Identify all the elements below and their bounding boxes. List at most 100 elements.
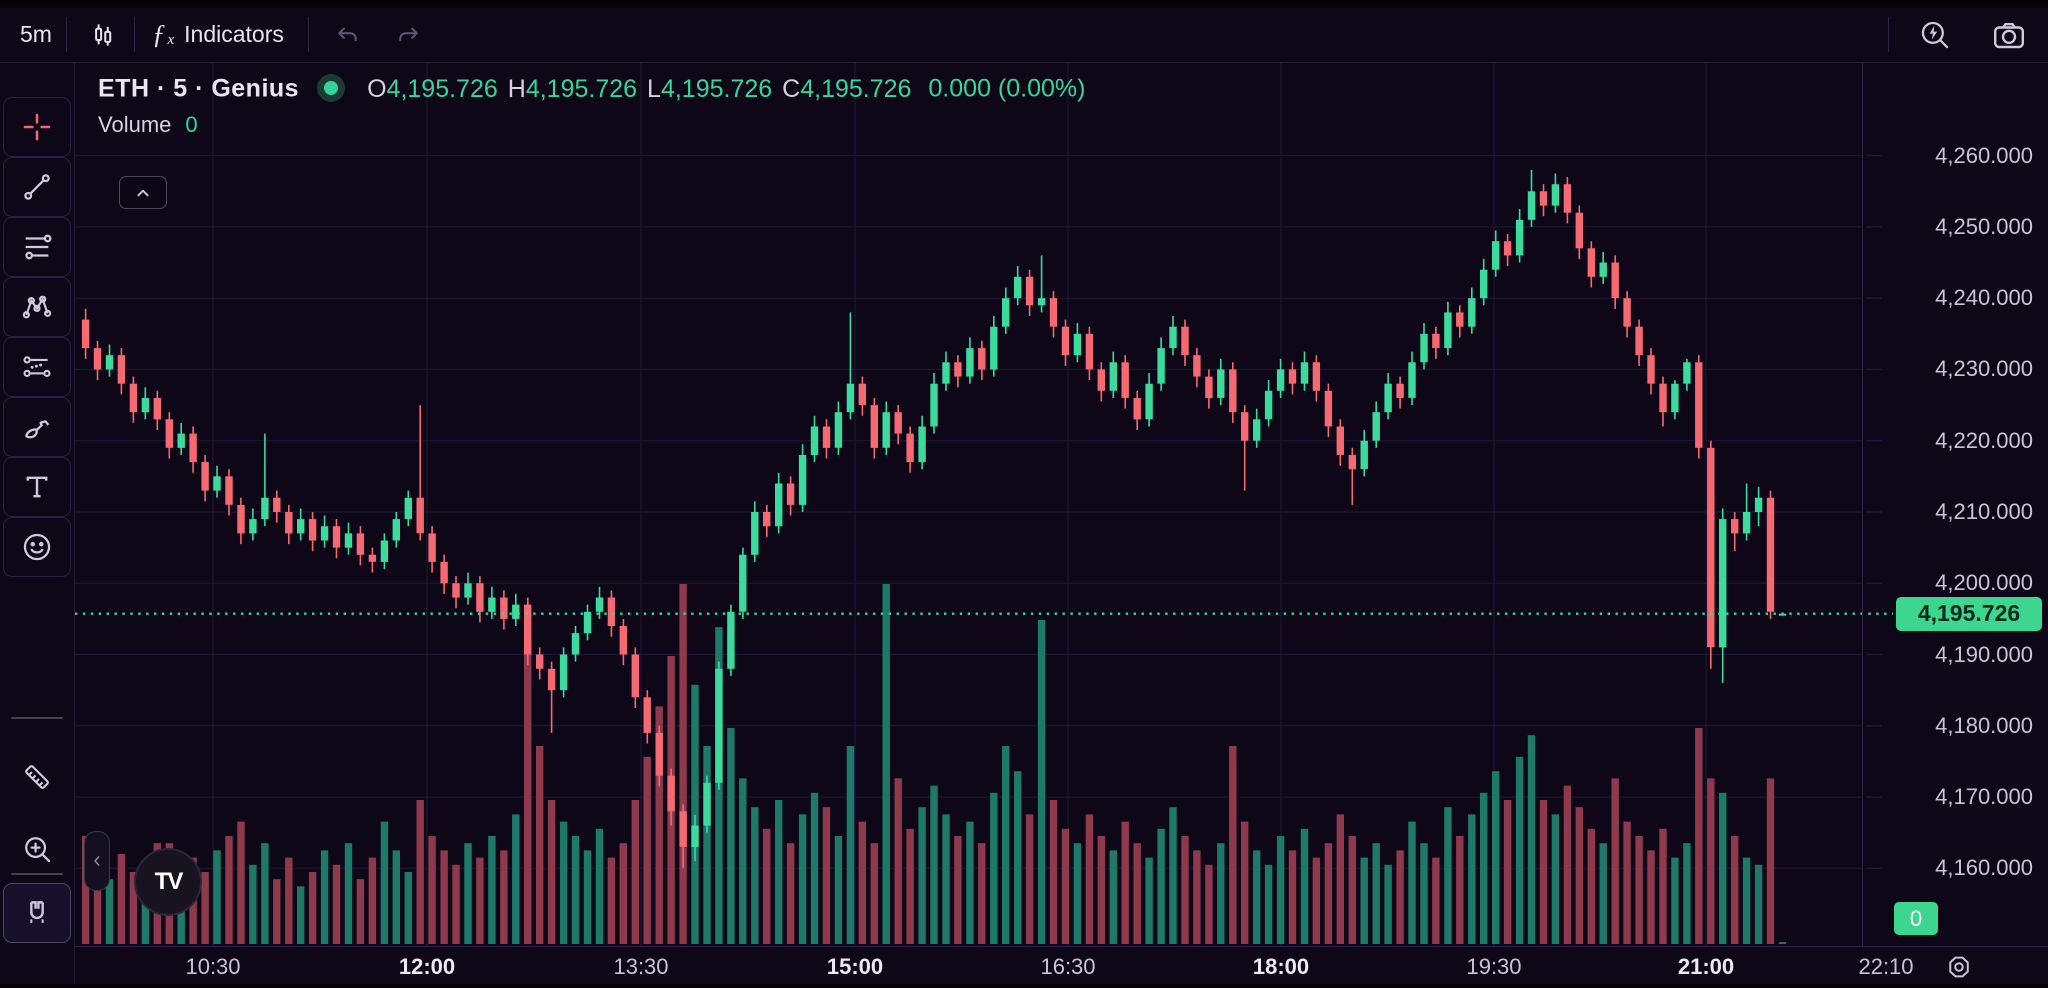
timeframe-button[interactable]: 5m: [20, 21, 52, 47]
price-tick-label: 4,200.000: [1935, 570, 2033, 596]
volume-series: [81, 584, 1787, 944]
axis-settings-button[interactable]: [1938, 950, 1980, 984]
price-tick-label: 4,260.000: [1935, 142, 2033, 168]
tool-crosshair[interactable]: [3, 97, 71, 157]
tool-magnet[interactable]: [3, 883, 71, 943]
time-tick-label: 18:00: [1252, 954, 1310, 979]
flash-search-icon: [1921, 21, 1949, 48]
candles-style-icon: [95, 23, 112, 46]
ohlc-value: 4,195.726: [660, 74, 773, 103]
toolbar-divider: [11, 717, 63, 719]
toolbar-separator: [1888, 17, 1889, 52]
chevron-left-icon: [94, 856, 100, 866]
ohlc-value: 4,195.726: [525, 74, 638, 103]
ohlc-value: 4,195.726: [386, 74, 498, 103]
price-tick-label: 4,160.000: [1935, 855, 2033, 881]
indicators-label: Indicators: [184, 21, 284, 47]
xabcd-pattern-icon: [22, 295, 52, 319]
tool-long-position[interactable]: [3, 337, 71, 397]
ohlc-key: L: [647, 74, 661, 103]
drawing-toolbar: [0, 63, 75, 988]
tool-ruler[interactable]: [3, 747, 71, 807]
last-price-badge: 4,195.726: [1896, 596, 2042, 631]
undo-button[interactable]: [326, 7, 370, 62]
time-axis[interactable]: 10:30 12:00 13:30 15:00 16:30 18:00 19:30 21:00…: [0, 946, 2048, 985]
volume-label: Volume: [98, 112, 172, 137]
price-tick-label: 4,250.000: [1935, 213, 2033, 239]
price-tick-label: 4,170.000: [1935, 784, 2033, 810]
ruler-icon: [25, 765, 49, 789]
chart-style-button[interactable]: [82, 7, 124, 62]
brush-icon: [25, 420, 50, 439]
ohlc-value: 4,195.726: [800, 74, 912, 103]
ohlc-values: O4,195.726 H4,195.726 L4,195.726 C4,195.726: [367, 75, 921, 103]
tool-fib-retracement[interactable]: [3, 217, 71, 277]
chart-legend: ETH · 5 · Genius O4,195.726 H4,195.726 L4,1…: [98, 74, 1085, 106]
toolbar-divider: [11, 873, 63, 875]
tradingview-logo[interactable]: TV: [134, 848, 202, 916]
price-tick-label: 4,180.000: [1935, 712, 2033, 738]
symbol-title[interactable]: ETH · 5 · Genius: [98, 74, 300, 103]
tool-trend-line[interactable]: [3, 157, 71, 217]
time-tick-label: 22:10: [1858, 954, 1914, 979]
toolbar-separator: [308, 17, 309, 52]
toolbar-separator: [134, 17, 135, 52]
ohlc-key: O: [367, 74, 387, 103]
text-icon: [26, 476, 48, 498]
camera-icon: [1993, 22, 2024, 48]
fib-retracement-icon: [25, 234, 52, 260]
gear-icon: [1949, 956, 1969, 978]
tool-zoom-in[interactable]: [3, 819, 71, 879]
price-axis[interactable]: 4,260.000 4,250.000 4,240.000 4,230.000 4,22…: [1862, 63, 2048, 946]
bottom-bezel: [0, 984, 2048, 988]
tool-xabcd-pattern[interactable]: [3, 277, 71, 337]
ohlc-key: C: [782, 74, 801, 103]
fx-icon: ƒ: [152, 19, 166, 49]
time-tick-label: 19:30: [1466, 954, 1522, 979]
quick-search-button[interactable]: [1908, 7, 1962, 62]
change-value: 0.000 (0.00%): [928, 74, 1086, 103]
chevron-up-icon: [137, 189, 149, 196]
ohlc-key: H: [507, 74, 526, 103]
screenshot-button[interactable]: [1982, 7, 2036, 62]
trend-line-icon: [24, 174, 50, 200]
magnet-icon: [30, 901, 44, 923]
volume-value: 0: [185, 112, 198, 137]
emoji-icon: [23, 533, 51, 561]
top-bezel: [0, 0, 2048, 7]
undo-icon: [338, 27, 357, 41]
time-tick-label: 12:00: [398, 954, 456, 979]
time-tick-label: 16:30: [1040, 954, 1096, 979]
price-tick-label: 4,240.000: [1935, 285, 2033, 311]
market-status-icon[interactable]: [317, 74, 346, 102]
volume-zero-badge: 0: [1894, 902, 1938, 935]
redo-button[interactable]: [386, 7, 430, 62]
price-tick-label: 4,190.000: [1935, 641, 2033, 667]
grid: [75, 63, 1882, 946]
crosshair-icon: [23, 113, 51, 141]
zoom-in-icon: [25, 837, 51, 863]
tool-brush[interactable]: [3, 397, 71, 457]
time-tick-label: 21:00: [1677, 954, 1735, 979]
volume-legend: Volume 0: [98, 112, 198, 138]
time-tick-label: 13:30: [613, 954, 669, 979]
tool-text[interactable]: [3, 457, 71, 517]
legend-collapse-button[interactable]: [119, 176, 167, 209]
redo-icon: [399, 27, 418, 41]
tool-emoji[interactable]: [3, 517, 71, 577]
tv-logo-glyph: TV: [154, 868, 184, 895]
price-tick-label: 4,220.000: [1935, 427, 2033, 453]
toolbar-collapse-handle[interactable]: [84, 831, 110, 891]
time-tick-label: 10:30: [185, 954, 241, 979]
toolbar-separator: [66, 17, 67, 52]
candlestick-series: [81, 169, 1787, 869]
price-tick-label: 4,230.000: [1935, 356, 2033, 382]
long-position-icon: [23, 356, 51, 377]
fx-icon-sub: x: [167, 32, 175, 48]
price-tick-label: 4,210.000: [1935, 498, 2033, 524]
time-tick-label: 15:00: [826, 954, 884, 979]
